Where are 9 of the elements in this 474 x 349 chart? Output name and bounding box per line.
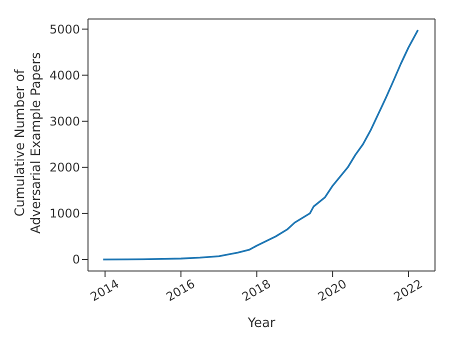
y-axis-title: Cumulative Number of Adversarial Example Papers bbox=[13, 52, 44, 234]
y-tick-label: 1000 bbox=[49, 206, 80, 221]
y-tick-label: 3000 bbox=[49, 114, 80, 129]
y-tick-label: 4000 bbox=[49, 68, 80, 82]
x-axis-title: Year bbox=[246, 316, 276, 331]
y-tick-label: 5000 bbox=[49, 22, 80, 36]
y-tick-label: 2000 bbox=[49, 160, 80, 175]
y-tick-label: 0 bbox=[72, 252, 80, 267]
line-series bbox=[102, 29, 419, 260]
